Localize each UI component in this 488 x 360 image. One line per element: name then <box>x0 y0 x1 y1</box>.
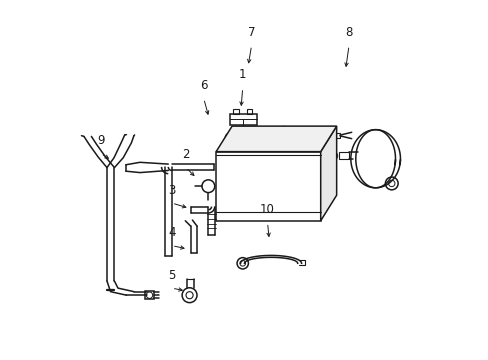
Bar <box>144 291 154 299</box>
Text: 6: 6 <box>200 79 207 92</box>
Text: 10: 10 <box>260 203 274 216</box>
Bar <box>246 109 252 113</box>
Text: 8: 8 <box>345 26 352 39</box>
Polygon shape <box>216 126 336 152</box>
Bar <box>229 113 257 125</box>
Text: 2: 2 <box>182 148 189 161</box>
Bar <box>233 109 238 113</box>
Bar <box>331 132 339 138</box>
Polygon shape <box>320 126 336 221</box>
Bar <box>339 152 348 159</box>
Text: 7: 7 <box>247 26 255 39</box>
Text: 5: 5 <box>168 269 175 282</box>
Bar <box>216 152 320 221</box>
Text: 4: 4 <box>168 226 175 239</box>
Text: 3: 3 <box>168 184 175 197</box>
Text: 1: 1 <box>239 68 246 81</box>
Text: 9: 9 <box>97 134 104 147</box>
